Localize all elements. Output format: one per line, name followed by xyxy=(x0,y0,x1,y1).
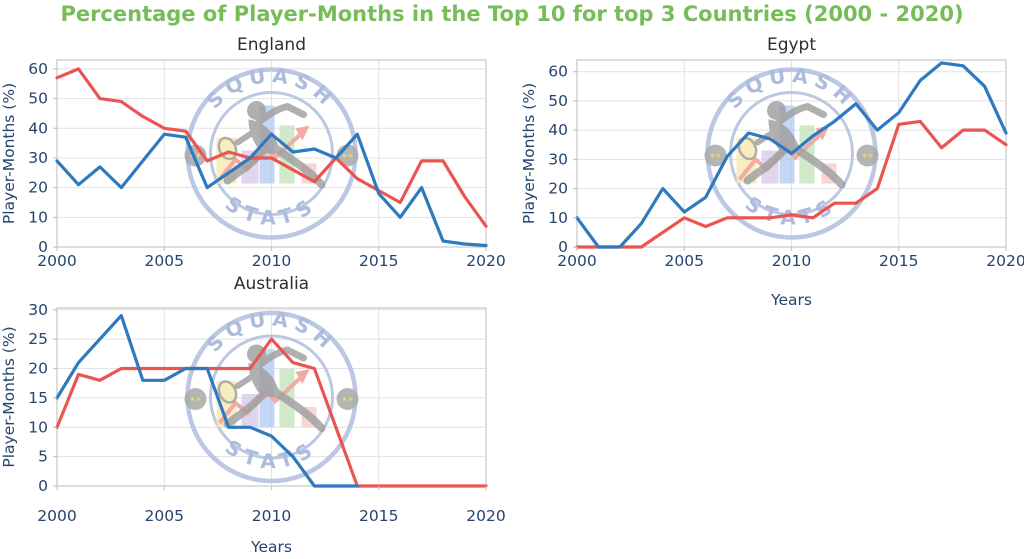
subplot-title-australia: Australia xyxy=(234,274,309,294)
x-tick-label: 2010 xyxy=(252,507,291,525)
y-tick-label: 25 xyxy=(28,330,48,348)
egypt-red-line xyxy=(575,119,1008,249)
squash-player-silhouette-icon xyxy=(217,344,326,432)
y-tick-label: 0 xyxy=(558,238,568,256)
y-tick-label: 20 xyxy=(548,180,568,198)
x-axis-label: Years xyxy=(250,538,292,556)
england-red-line xyxy=(55,67,488,228)
y-tick-label: 50 xyxy=(548,92,568,110)
y-tick-label: 10 xyxy=(28,418,48,436)
tick-marks xyxy=(53,309,487,490)
y-axis-label: Player-Months (%) xyxy=(0,83,18,224)
watermark-arrowhead-icon xyxy=(295,369,310,384)
x-tick-label: 2020 xyxy=(986,252,1024,270)
england-blue-line xyxy=(55,132,488,248)
y-axis-label: Player-Months (%) xyxy=(0,326,18,467)
y-tick-label: 0 xyxy=(38,238,48,256)
australia-red-line xyxy=(55,337,488,488)
x-tick-label: 2010 xyxy=(772,252,811,270)
y-tick-label: 30 xyxy=(548,150,568,168)
y-tick-label: 30 xyxy=(28,149,48,167)
x-tick-label: 2000 xyxy=(557,252,596,270)
y-tick-label: 5 xyxy=(38,448,48,466)
y-tick-label: 60 xyxy=(28,60,48,78)
x-tick-label: 2000 xyxy=(37,252,76,270)
x-tick-label: 2020 xyxy=(466,252,505,270)
y-tick-label: 10 xyxy=(28,208,48,226)
squash-player-silhouette-icon xyxy=(737,101,846,189)
x-tick-label: 2000 xyxy=(37,507,76,525)
squash-ball-icon xyxy=(336,388,359,410)
x-tick-label: 2020 xyxy=(466,507,505,525)
squash-ball-icon xyxy=(184,388,207,410)
squash-ball-icon xyxy=(704,144,727,167)
x-tick-label: 2015 xyxy=(359,507,398,525)
y-tick-label: 40 xyxy=(548,121,568,139)
tick-marks xyxy=(573,71,1007,251)
watermark-inner-ring xyxy=(209,334,334,460)
y-tick-label: 30 xyxy=(28,301,48,319)
subplot-title-england: England xyxy=(237,35,306,55)
x-axis-label: Years xyxy=(770,291,812,309)
y-tick-label: 40 xyxy=(28,119,48,137)
squash-player-silhouette-icon xyxy=(217,101,326,189)
page-title: Percentage of Player-Months in the Top 1… xyxy=(60,2,964,26)
watermark-inner-ring xyxy=(209,91,334,216)
y-tick-label: 10 xyxy=(548,209,568,227)
x-tick-label: 2015 xyxy=(879,252,918,270)
watermark-arrowhead-icon xyxy=(295,125,310,141)
y-tick-label: 60 xyxy=(548,63,568,81)
y-tick-label: 15 xyxy=(28,389,48,407)
y-tick-label: 0 xyxy=(38,477,48,495)
x-tick-label: 2005 xyxy=(665,252,704,270)
x-tick-label: 2005 xyxy=(145,252,184,270)
tick-marks xyxy=(53,68,487,251)
y-tick-label: 20 xyxy=(28,360,48,378)
y-axis-label: Player-Months (%) xyxy=(520,83,538,224)
x-tick-label: 2010 xyxy=(252,252,291,270)
gridlines xyxy=(56,308,487,487)
x-tick-label: 2015 xyxy=(359,252,398,270)
subplot-title-egypt: Egypt xyxy=(767,35,816,55)
australia-blue-line xyxy=(55,313,359,488)
x-tick-label: 2005 xyxy=(145,507,184,525)
egypt-blue-line xyxy=(575,61,1008,249)
y-tick-label: 20 xyxy=(28,179,48,197)
squash-ball-icon xyxy=(856,144,879,167)
watermark-arrowhead-icon xyxy=(815,125,830,141)
y-tick-label: 50 xyxy=(28,90,48,108)
